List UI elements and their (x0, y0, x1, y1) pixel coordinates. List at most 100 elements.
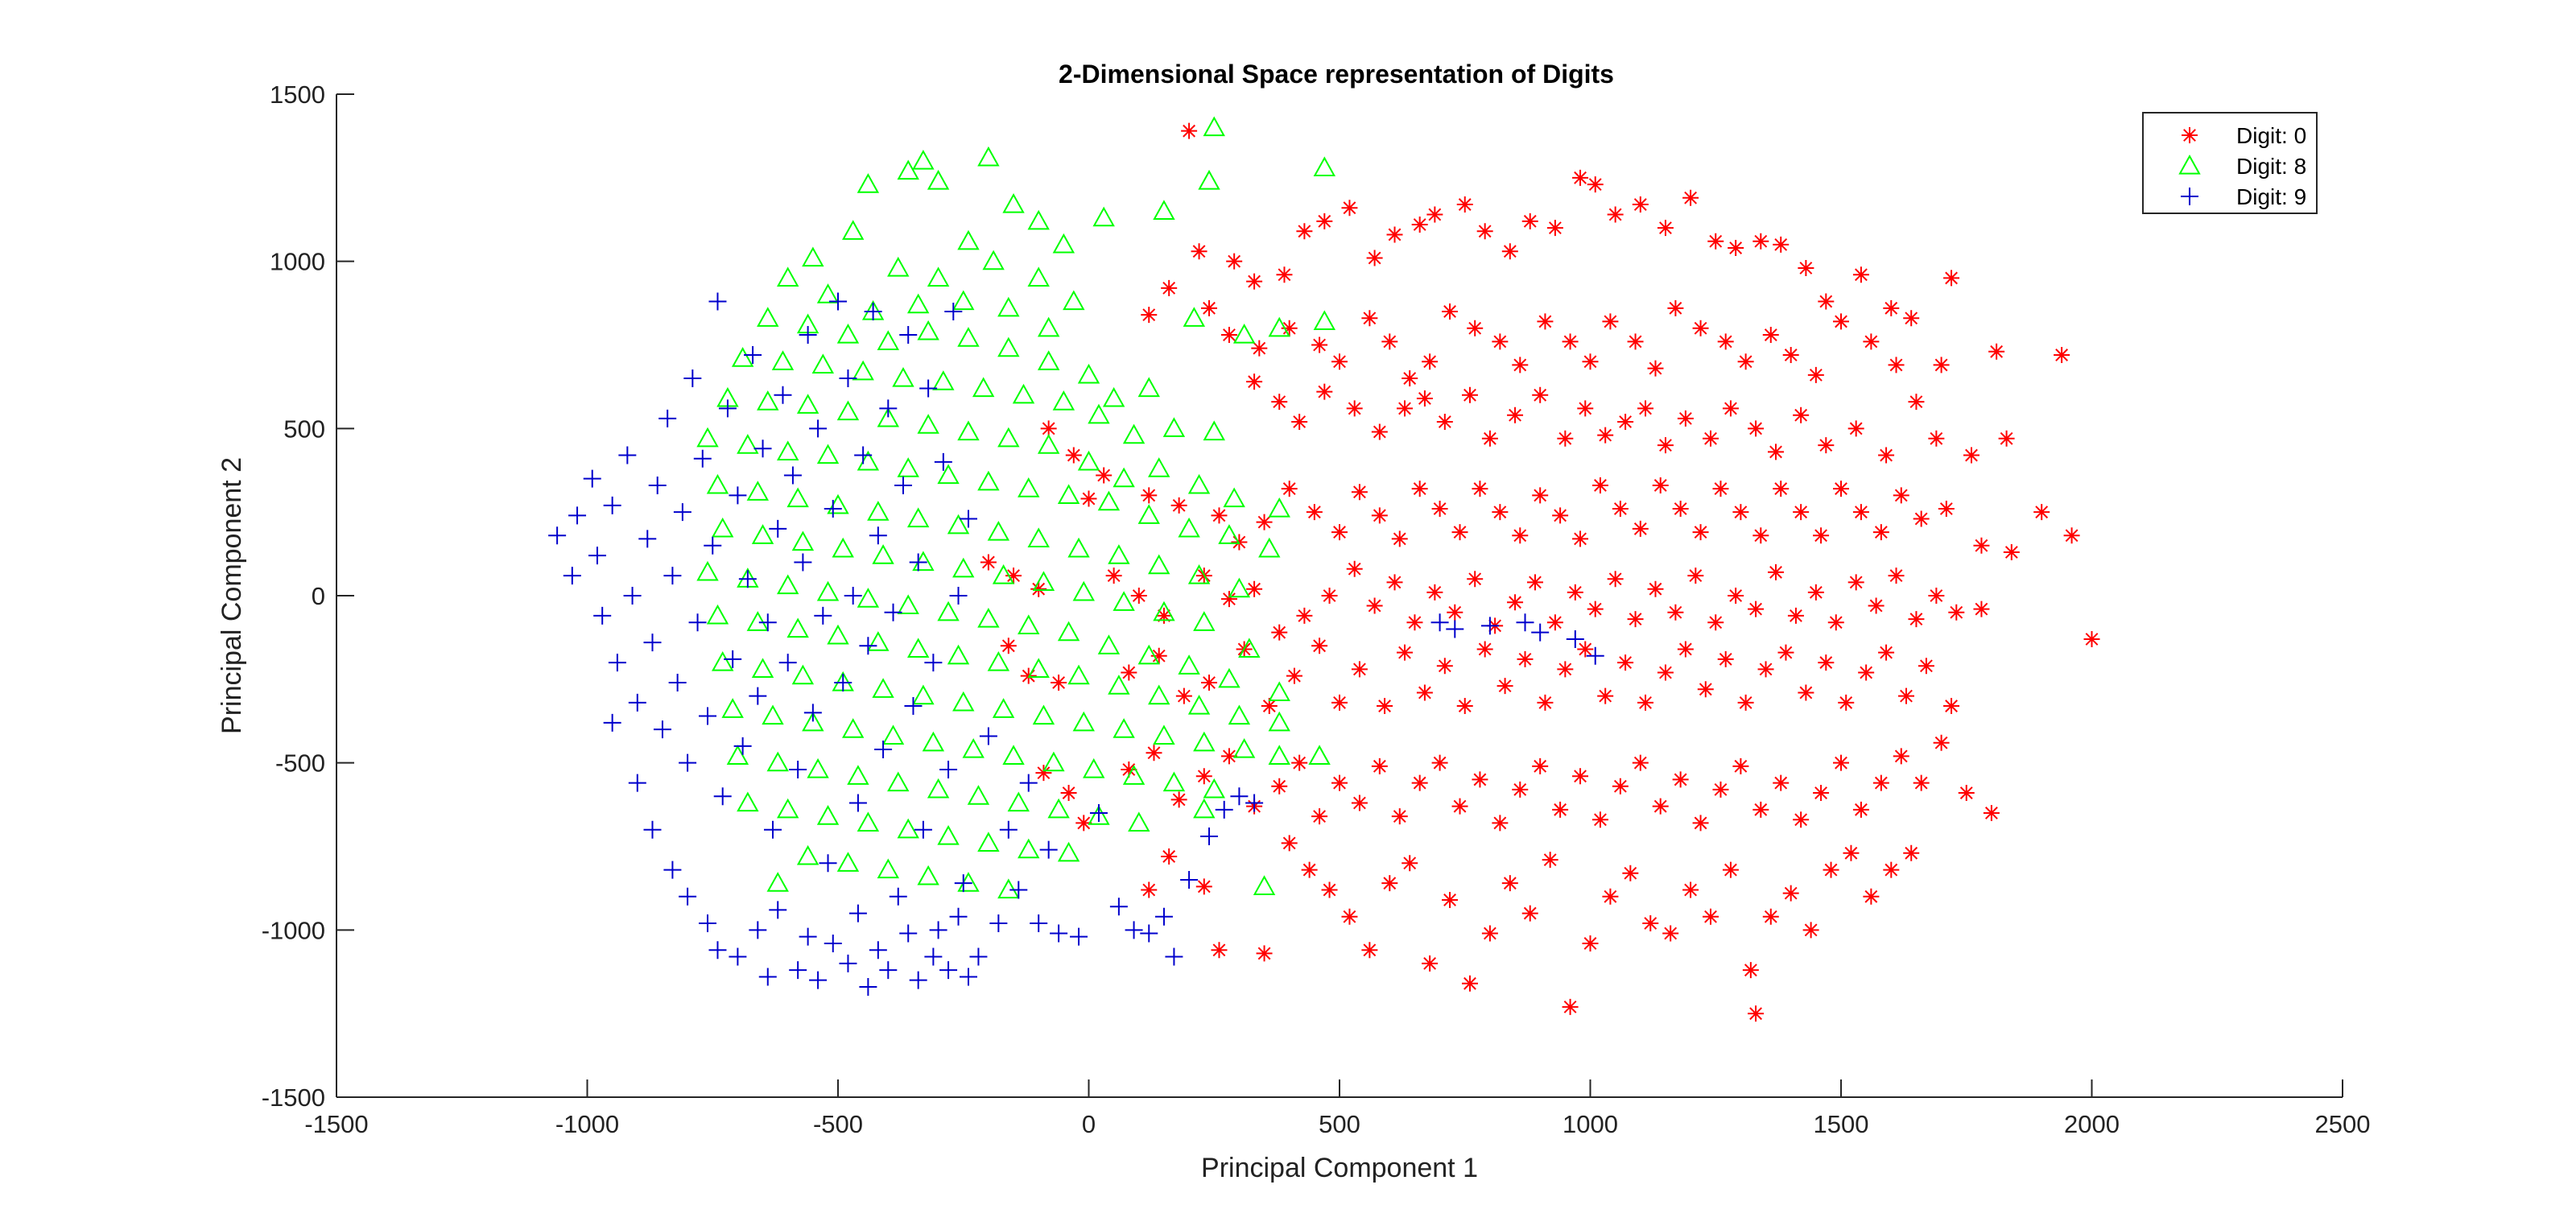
data-point (1075, 815, 1092, 832)
data-point (1492, 333, 1509, 350)
data-point (1722, 400, 1739, 417)
data-point (1070, 927, 1088, 946)
data-point (1913, 774, 1930, 791)
data-point (912, 150, 935, 170)
data-point (927, 778, 950, 799)
data-point (1088, 805, 1110, 825)
data-point (1467, 320, 1484, 336)
data-point (1377, 698, 1393, 715)
data-point (864, 302, 882, 320)
data-point (1088, 403, 1110, 424)
data-point (1321, 881, 1338, 898)
data-point (1617, 654, 1634, 671)
data-point (912, 684, 935, 705)
data-point (2003, 544, 2020, 561)
data-point (1121, 664, 1137, 681)
x-tick-label: 1500 (1814, 1110, 1869, 1138)
data-point (668, 673, 687, 691)
data-point (1983, 804, 2000, 821)
data-point (857, 173, 880, 193)
data-point (962, 737, 985, 758)
data-point (1311, 638, 1328, 654)
data-point (1155, 607, 1172, 624)
data-point (1748, 420, 1765, 437)
data-point (949, 587, 968, 605)
data-point (1703, 908, 1719, 925)
data-point (1271, 394, 1288, 411)
data-point (1768, 444, 1785, 460)
data-point (1391, 530, 1408, 547)
data-point (1331, 353, 1348, 370)
data-point (1313, 156, 1336, 176)
data-point (1913, 510, 1930, 527)
data-point (751, 524, 774, 544)
data-point (1130, 588, 1147, 604)
data-point (683, 369, 702, 388)
data-point (791, 664, 815, 685)
data-point (588, 547, 606, 565)
data-point (1291, 414, 1308, 431)
data-point (1195, 878, 1212, 895)
data-point (2063, 527, 2080, 544)
data-point (847, 765, 869, 785)
data-point (1268, 711, 1290, 732)
data-point (713, 787, 732, 806)
data-point (1707, 233, 1724, 250)
data-point (816, 580, 840, 601)
data-point (1768, 563, 1785, 580)
data-point (1572, 530, 1589, 547)
data-point (1833, 754, 1849, 771)
data-point (1301, 861, 1318, 878)
data-point (1371, 507, 1388, 524)
data-point (1752, 233, 1769, 250)
data-point (1416, 684, 1433, 701)
data-point (777, 574, 799, 595)
data-point (1218, 667, 1241, 688)
data-point (777, 440, 799, 461)
data-point (1546, 220, 1563, 237)
data-point (1121, 761, 1137, 778)
data-point (1220, 591, 1237, 608)
data-point (839, 954, 857, 972)
data-point (1426, 584, 1443, 601)
data-point (1291, 754, 1308, 771)
data-point (1268, 745, 1290, 765)
data-point (1271, 778, 1288, 795)
data-point (1072, 580, 1095, 601)
data-point (1060, 785, 1077, 802)
data-point (1165, 947, 1183, 966)
data-point (889, 887, 907, 906)
data-point (679, 753, 697, 772)
data-point (1200, 828, 1219, 846)
data-point (959, 968, 977, 986)
data-point (1052, 233, 1075, 254)
data-point (1220, 748, 1237, 765)
legend-marker (2181, 188, 2198, 205)
data-point (869, 526, 887, 545)
data-point (1416, 390, 1433, 407)
data-point (1888, 357, 1905, 374)
data-point (914, 820, 932, 839)
data-point (932, 370, 955, 390)
data-point (1050, 924, 1068, 943)
data-point (1191, 243, 1208, 260)
data-point (1532, 386, 1549, 403)
data-point (1195, 768, 1212, 785)
data-point (980, 554, 997, 571)
data-point (1798, 684, 1814, 701)
plot-area (548, 116, 2100, 1022)
data-point (1732, 504, 1749, 521)
data-point (1113, 591, 1135, 611)
data-point (1092, 206, 1115, 227)
data-point (708, 292, 727, 311)
data-point (1331, 694, 1348, 711)
data-point (899, 326, 918, 345)
data-point (1371, 423, 1388, 440)
legend-marker (2182, 127, 2198, 143)
data-point (699, 914, 717, 933)
data-point (809, 971, 828, 989)
data-point (757, 390, 779, 411)
data-point (1083, 757, 1105, 778)
data-point (1818, 654, 1835, 671)
data-point (1141, 307, 1158, 324)
